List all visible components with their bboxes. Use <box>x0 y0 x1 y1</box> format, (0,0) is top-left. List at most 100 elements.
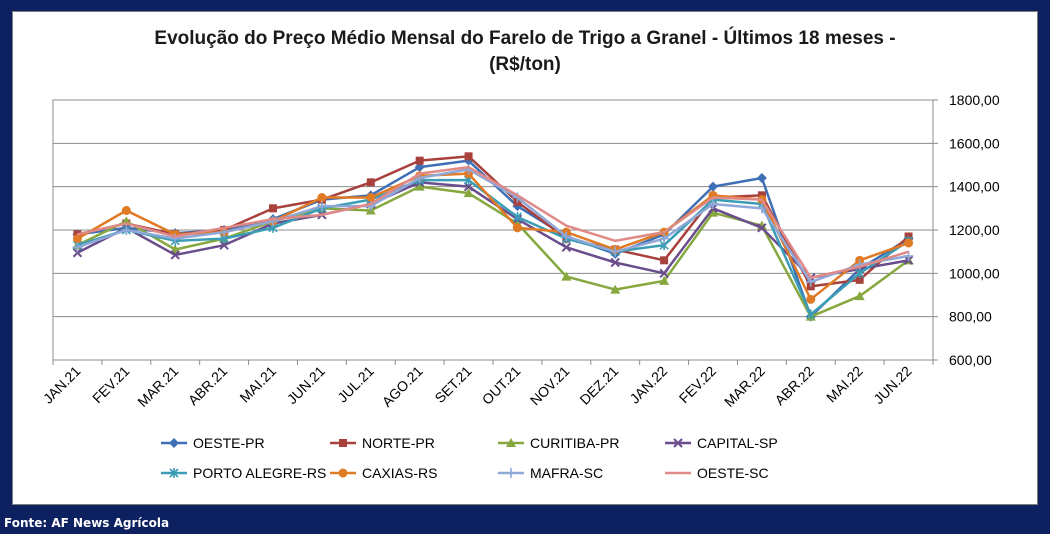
data-point <box>708 199 718 209</box>
legend-item: CAPITAL-SP <box>665 435 778 451</box>
data-point <box>366 178 375 187</box>
y-tick-label: 1800,00 <box>949 92 1000 108</box>
legend-label: CURITIBA-PR <box>530 435 619 451</box>
data-point <box>610 284 621 294</box>
x-tick-label: ABR.21 <box>185 363 231 409</box>
data-point <box>659 268 669 279</box>
data-point <box>464 152 473 161</box>
x-tick-label: FEV.22 <box>676 363 720 407</box>
series-line <box>76 185 910 318</box>
line-chart: 600,00 800,00 1000,00 1200,00 1400,00 1600,00… <box>40 92 1000 481</box>
data-point <box>72 234 82 244</box>
legend-item: CURITIBA-PR <box>498 435 619 451</box>
legend-marker <box>338 468 348 478</box>
data-point <box>463 181 474 192</box>
data-point <box>366 193 376 202</box>
x-tick-label: MAR.22 <box>721 363 768 410</box>
legend-marker <box>506 468 516 478</box>
x-tick-label: SET.21 <box>431 363 474 406</box>
x-tick-label: JUN.21 <box>284 363 328 407</box>
data-point <box>121 225 132 235</box>
data-point <box>660 256 669 265</box>
data-point <box>708 181 718 192</box>
data-point <box>756 173 767 183</box>
data-point <box>219 240 229 250</box>
data-point <box>561 271 572 281</box>
legend-item: MAFRA-SC <box>498 465 603 481</box>
data-point <box>512 223 522 233</box>
legend-marker <box>506 438 516 447</box>
data-point <box>269 204 277 213</box>
legend-label: OESTE-SC <box>697 465 769 481</box>
series-oeste-sc <box>77 165 909 279</box>
data-point <box>72 242 83 253</box>
y-tick-label: 1200,00 <box>949 222 1000 238</box>
legend-marker <box>169 468 179 478</box>
chart-frame: Evolução do Preço Médio Mensal do Farelo… <box>12 11 1038 505</box>
data-point <box>610 246 621 257</box>
data-point <box>659 275 670 285</box>
legend-marker <box>169 438 179 448</box>
y-tick-label: 1600,00 <box>949 135 1000 151</box>
data-point <box>463 188 474 198</box>
data-point <box>415 156 424 165</box>
series-line <box>77 165 909 279</box>
x-tick-label: ABR.22 <box>771 363 817 409</box>
x-tick-label: JAN.21 <box>40 363 84 407</box>
series-mafra-sc <box>72 164 914 287</box>
data-point <box>561 242 572 253</box>
legend-label: PORTO ALEGRE-RS <box>193 465 326 481</box>
y-tick-label: 600,00 <box>949 352 992 368</box>
legend-item: PORTO ALEGRE-RS <box>161 465 326 481</box>
data-point <box>708 207 718 217</box>
x-tick-label: MAI.21 <box>236 363 279 406</box>
data-point <box>512 212 523 222</box>
legend-item: NORTE-PR <box>330 435 435 451</box>
series-line <box>77 168 909 284</box>
data-point <box>806 294 816 304</box>
x-tick-label: MAI.22 <box>823 363 866 406</box>
legend-marker <box>673 438 683 448</box>
legend-item: OESTE-SC <box>665 465 769 481</box>
data-point <box>170 250 180 260</box>
data-point <box>414 181 425 191</box>
series-line <box>76 181 909 279</box>
legend-marker <box>339 439 347 447</box>
y-tick-label: 800,00 <box>949 309 992 325</box>
y-tick-label: 1000,00 <box>949 265 1000 281</box>
legend-item: OESTE-PR <box>161 435 265 451</box>
x-tick-label: DEZ.21 <box>576 363 621 408</box>
legend-item: CAXIAS-RS <box>330 465 437 481</box>
source-note: Fonte: AF News Agrícola <box>4 516 170 530</box>
x-tick-label: MAR.21 <box>134 363 181 410</box>
legend-label: CAPITAL-SP <box>697 435 778 451</box>
data-point <box>610 257 620 268</box>
data-point <box>659 233 670 244</box>
x-tick-label: NOV.21 <box>527 363 573 409</box>
x-tick-label: JAN.22 <box>626 363 670 407</box>
data-point <box>317 193 327 202</box>
data-point <box>756 203 767 214</box>
x-tick-label: AGO.21 <box>379 363 426 410</box>
chart-title: Evolução do Preço Médio Mensal do Farelo… <box>154 28 896 49</box>
data-point <box>806 309 816 320</box>
data-point <box>757 223 767 233</box>
x-tick-label: JUN.22 <box>870 363 914 407</box>
data-point <box>904 238 914 248</box>
data-point <box>855 268 865 279</box>
legend-label: MAFRA-SC <box>530 465 603 481</box>
data-point <box>316 201 327 212</box>
data-point <box>855 275 864 284</box>
chart-subtitle-unit: (R$/ton) <box>489 54 561 75</box>
legend-label: OESTE-PR <box>193 435 265 451</box>
data-point <box>121 206 131 215</box>
x-tick-label: OUT.21 <box>479 363 524 408</box>
legend-label: CAXIAS-RS <box>362 465 437 481</box>
y-tick-label: 1400,00 <box>949 179 1000 195</box>
x-tick-label: FEV.21 <box>89 363 133 407</box>
data-point <box>561 231 572 242</box>
data-point <box>854 291 865 301</box>
x-tick-label: JUL.21 <box>334 363 377 406</box>
legend-label: NORTE-PR <box>362 435 435 451</box>
data-point <box>72 248 83 258</box>
